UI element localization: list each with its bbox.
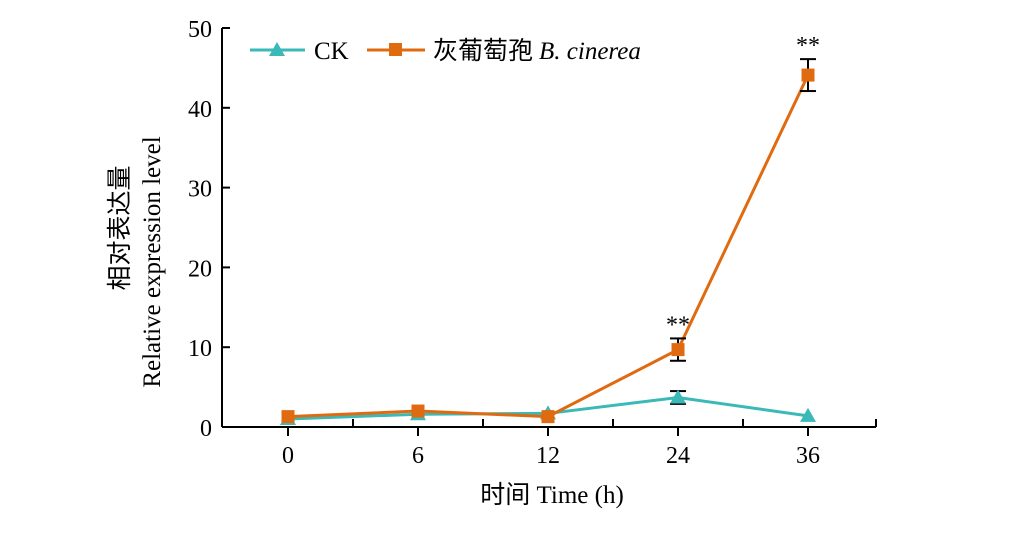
legend-ck-marker <box>269 42 285 56</box>
legend-bc-marker <box>389 43 402 56</box>
x-tick-label-0: 0 <box>282 443 294 469</box>
y-tick-label-20: 20 <box>188 256 212 282</box>
series-layer: ** ** <box>280 33 820 426</box>
legend: CK 灰葡萄孢 B. cinerea <box>250 37 641 65</box>
data-point <box>541 410 555 424</box>
y-tick-label-50: 50 <box>188 17 212 43</box>
y-tick-label-30: 30 <box>188 177 212 203</box>
x-axis-title: 时间 Time (h) <box>480 481 624 509</box>
x-tick-label-12: 12 <box>536 443 560 469</box>
x-tick-label-24: 24 <box>666 443 690 469</box>
y-axis-title-cn: 相对表达量 <box>106 165 134 290</box>
data-point <box>800 407 816 422</box>
legend-bc-label: 灰葡萄孢 B. cinerea <box>433 37 641 65</box>
axes: 0 10 20 30 40 50 0 6 12 24 36 <box>188 17 877 469</box>
y-tick-label-10: 10 <box>188 336 212 362</box>
legend-bc-label-en: B. cinerea <box>539 38 641 65</box>
data-point <box>281 410 295 424</box>
significance-label: ** <box>796 33 820 59</box>
series-b-cinerea: ** ** <box>281 33 820 424</box>
data-point <box>671 343 685 357</box>
series-line <box>287 74 810 419</box>
data-point <box>411 404 425 418</box>
legend-ck-label: CK <box>314 38 349 65</box>
data-point <box>670 389 686 404</box>
significance-label: ** <box>666 312 690 338</box>
data-point <box>801 68 815 82</box>
legend-bc-label-cn: 灰葡萄孢 <box>433 37 533 65</box>
y-tick-label-40: 40 <box>188 97 212 123</box>
y-tick-label-0: 0 <box>200 416 212 442</box>
y-axis-title-en: Relative expression level <box>139 136 166 387</box>
x-tick-label-36: 36 <box>796 443 820 469</box>
x-tick-label-6: 6 <box>412 443 424 469</box>
